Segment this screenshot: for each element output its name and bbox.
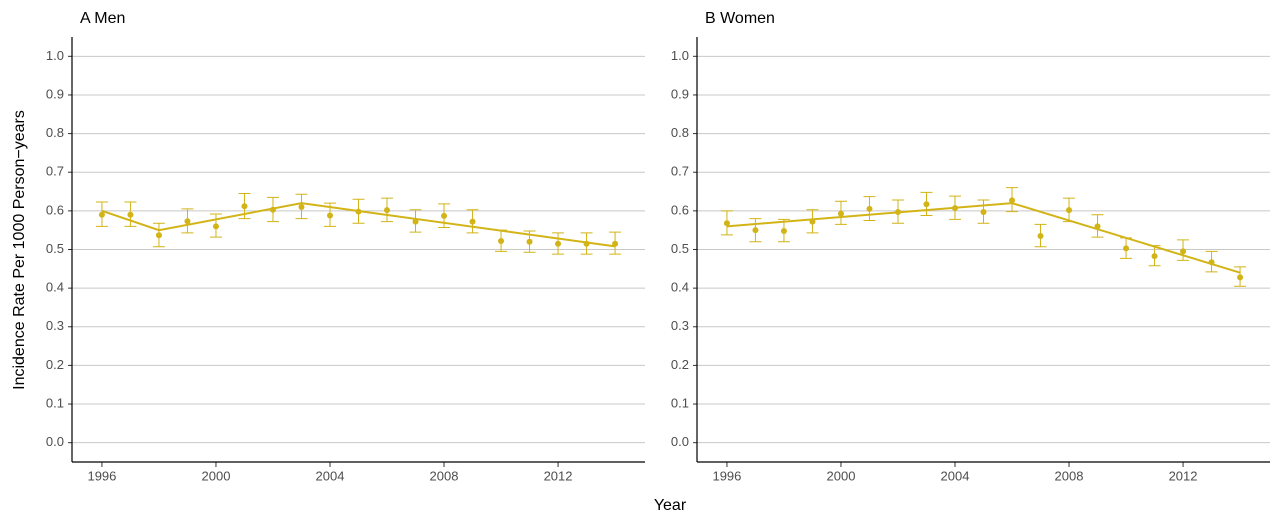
point xyxy=(241,203,248,210)
y-tick-label: 0.2 xyxy=(46,357,64,372)
x-tick-label: 2000 xyxy=(202,468,231,483)
point xyxy=(269,206,276,213)
x-tick-label: 2008 xyxy=(430,468,459,483)
point xyxy=(298,204,305,210)
point xyxy=(1208,259,1215,266)
y-tick-label: 0.2 xyxy=(671,357,689,372)
point xyxy=(326,212,333,219)
y-tick-label: 0.0 xyxy=(671,434,689,449)
point xyxy=(1123,245,1130,252)
point xyxy=(612,240,619,247)
point xyxy=(412,218,419,225)
point xyxy=(1094,223,1101,230)
point xyxy=(384,207,391,214)
x-tick-label: 2000 xyxy=(827,468,856,483)
x-axis-label: Year xyxy=(654,497,687,514)
point xyxy=(184,218,191,225)
point xyxy=(1151,253,1158,260)
y-tick-label: 0.7 xyxy=(671,164,689,179)
y-tick-label: 0.9 xyxy=(671,86,689,101)
y-tick-label: 0.4 xyxy=(671,280,689,295)
point xyxy=(951,205,958,212)
x-tick-label: 2012 xyxy=(544,468,573,483)
point xyxy=(469,218,476,225)
point xyxy=(212,223,219,230)
point xyxy=(780,227,787,234)
point xyxy=(127,211,134,218)
point xyxy=(1237,274,1244,281)
point xyxy=(1009,197,1016,204)
y-tick-label: 0.6 xyxy=(671,202,689,217)
y-tick-label: 0.4 xyxy=(46,280,64,295)
y-tick-label: 0.6 xyxy=(46,202,64,217)
y-tick-label: 0.1 xyxy=(46,395,64,410)
point xyxy=(1180,248,1187,255)
x-tick-label: 2004 xyxy=(941,468,970,483)
point xyxy=(923,201,930,208)
y-tick-label: 0.3 xyxy=(46,318,64,333)
point xyxy=(555,240,562,247)
y-tick-label: 0.0 xyxy=(46,434,64,449)
y-tick-label: 0.5 xyxy=(671,241,689,256)
point xyxy=(866,205,873,212)
point xyxy=(723,220,730,227)
point xyxy=(583,240,590,247)
y-tick-label: 0.1 xyxy=(671,395,689,410)
x-tick-label: 1996 xyxy=(712,468,741,483)
y-tick-label: 0.7 xyxy=(46,164,64,179)
y-tick-label: 0.5 xyxy=(46,241,64,256)
y-tick-label: 0.3 xyxy=(671,318,689,333)
point xyxy=(526,238,533,245)
panel-title: B Women xyxy=(705,10,775,27)
x-tick-label: 1996 xyxy=(87,468,116,483)
point xyxy=(894,209,901,216)
point xyxy=(1037,232,1044,239)
point xyxy=(98,211,105,218)
y-tick-label: 0.9 xyxy=(46,86,64,101)
panel-title: A Men xyxy=(80,10,125,27)
x-tick-label: 2012 xyxy=(1169,468,1198,483)
point xyxy=(498,238,505,244)
y-tick-label: 0.8 xyxy=(671,125,689,140)
point xyxy=(441,212,448,219)
x-tick-label: 2004 xyxy=(316,468,345,483)
y-tick-label: 0.8 xyxy=(46,125,64,140)
point xyxy=(837,210,844,217)
y-axis-label: Incidence Rate Per 1000 Person−years xyxy=(11,110,28,390)
point xyxy=(155,232,162,239)
point xyxy=(752,227,759,234)
y-tick-label: 1.0 xyxy=(671,48,689,63)
y-tick-label: 1.0 xyxy=(46,48,64,63)
point xyxy=(355,208,362,215)
point xyxy=(1066,207,1073,214)
point xyxy=(980,209,987,216)
x-tick-label: 2008 xyxy=(1055,468,1084,483)
point xyxy=(809,218,816,225)
